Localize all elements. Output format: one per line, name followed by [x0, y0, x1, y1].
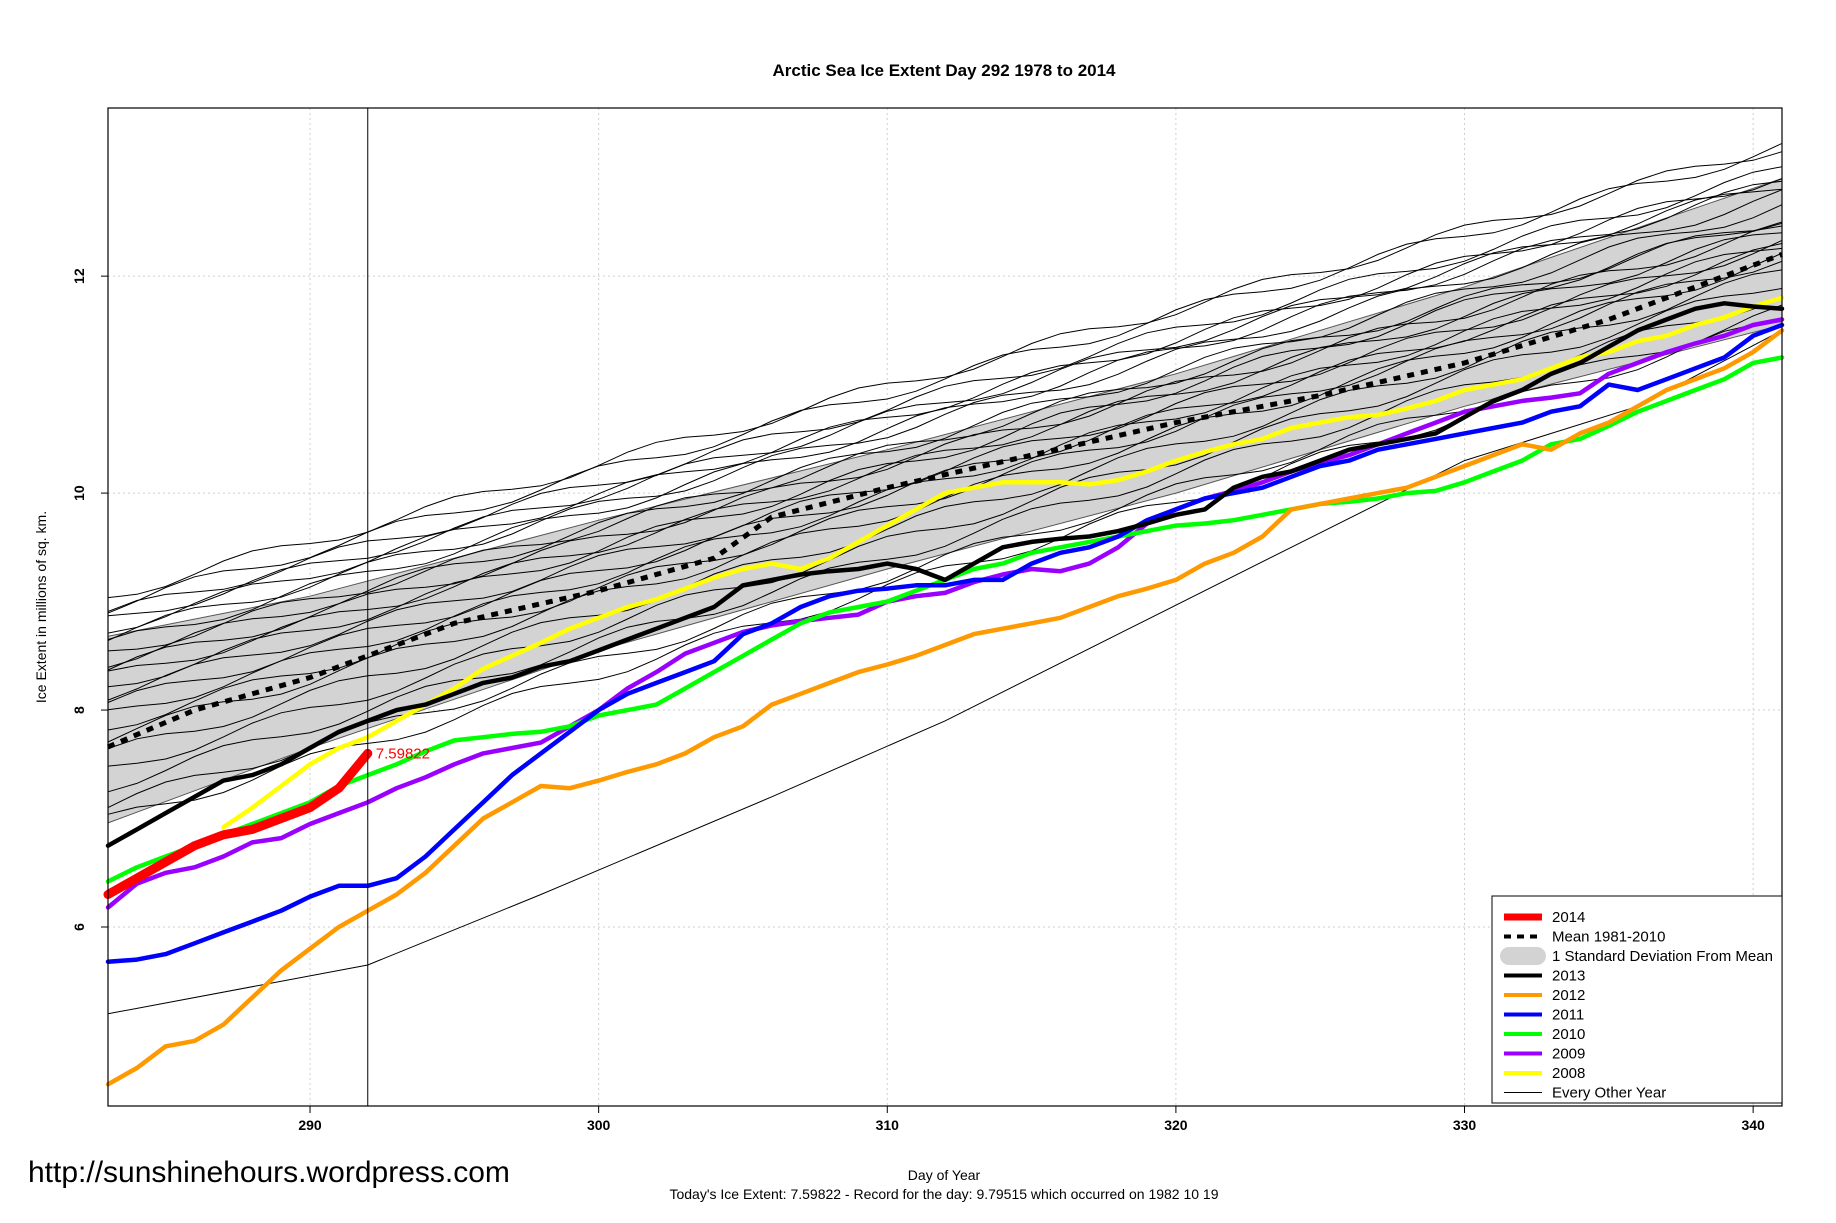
x-tick-label: 340	[1741, 1117, 1765, 1133]
other-year-line	[107, 252, 1783, 743]
other-year-line	[107, 204, 1783, 668]
x-tick-label: 290	[298, 1117, 322, 1133]
other-year-line	[107, 232, 1783, 672]
y-tick-label: 10	[71, 485, 87, 501]
series-line-2012	[105, 328, 1785, 1087]
x-axis-ticks: 290 300 310 320 330 340	[298, 1106, 1765, 1133]
series-line-2008	[221, 295, 1785, 830]
legend: 2014 Mean 1981-2010 1 Standard Deviation F…	[1491, 895, 1783, 1104]
y-tick-label: 6	[71, 923, 87, 931]
other-year-line	[107, 151, 1783, 599]
other-year-line	[107, 221, 1783, 671]
legend-label: 2013	[1552, 968, 1585, 985]
y-axis-ticks: 6 8 10 12	[71, 268, 108, 931]
other-year-line	[107, 239, 1783, 701]
y-tick-label: 12	[71, 268, 87, 284]
watermark-url[interactable]: http://sunshinehours.wordpress.com	[28, 1156, 510, 1189]
chart-title: Arctic Sea Ice Extent Day 292 1978 to 20…	[772, 61, 1116, 80]
other-year-line	[107, 225, 1783, 652]
plot-frame	[107, 107, 1783, 1107]
series-line-2009	[105, 317, 1785, 910]
current-value-label: 7.59822	[376, 745, 430, 762]
legend-label: 2014	[1552, 909, 1585, 926]
other-year-line	[107, 142, 1783, 614]
other-year-line	[107, 188, 1783, 617]
x-tick-label: 310	[876, 1117, 900, 1133]
legend-label: 2012	[1552, 987, 1585, 1004]
y-tick-label: 8	[71, 706, 87, 714]
x-axis-label: Day of Year	[908, 1167, 981, 1183]
legend-swatch	[1500, 947, 1546, 965]
other-year-line	[107, 166, 1783, 612]
legend-label: 2009	[1552, 1046, 1585, 1063]
other-year-line	[107, 288, 1783, 767]
x-tick-label: 320	[1164, 1117, 1188, 1133]
x-tick-label: 300	[587, 1117, 611, 1133]
current-day-marker: 7.59822	[367, 108, 430, 1106]
other-year-line	[107, 180, 1783, 640]
other-years-lines	[107, 142, 1783, 1015]
other-year-line-low	[107, 329, 1783, 1015]
legend-box	[1491, 895, 1783, 1104]
other-year-line	[107, 247, 1783, 711]
other-year-line	[107, 295, 1783, 793]
series-line-2011	[105, 322, 1785, 964]
other-year-line	[107, 243, 1783, 703]
legend-label: 2010	[1552, 1026, 1585, 1043]
other-year-line	[107, 178, 1783, 634]
series-line-2013	[105, 301, 1785, 848]
highlighted-series	[103, 295, 1785, 1087]
footer-note: Today's Ice Extent: 7.59822 - Record for…	[669, 1186, 1218, 1202]
legend-label: Every Other Year	[1552, 1085, 1666, 1102]
other-year-line	[107, 222, 1783, 688]
legend-label: 1 Standard Deviation From Mean	[1552, 948, 1773, 965]
other-year-line	[107, 189, 1783, 641]
legend-label: Mean 1981-2010	[1552, 929, 1665, 946]
x-tick-label: 330	[1453, 1117, 1477, 1133]
y-axis-label: Ice Extent in millions of sq. km.	[33, 511, 49, 703]
mean-line	[107, 252, 1783, 750]
legend-label: 2008	[1552, 1065, 1585, 1082]
legend-label: 2011	[1552, 1007, 1584, 1024]
series-line-2014	[103, 748, 373, 899]
mean-1981-2010-line	[107, 252, 1783, 750]
